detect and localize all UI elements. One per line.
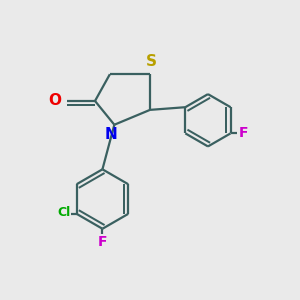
Text: F: F — [98, 235, 107, 249]
Text: Cl: Cl — [58, 206, 71, 219]
Text: N: N — [104, 127, 117, 142]
Text: S: S — [146, 54, 157, 69]
Text: O: O — [48, 94, 62, 109]
Text: F: F — [238, 126, 248, 140]
